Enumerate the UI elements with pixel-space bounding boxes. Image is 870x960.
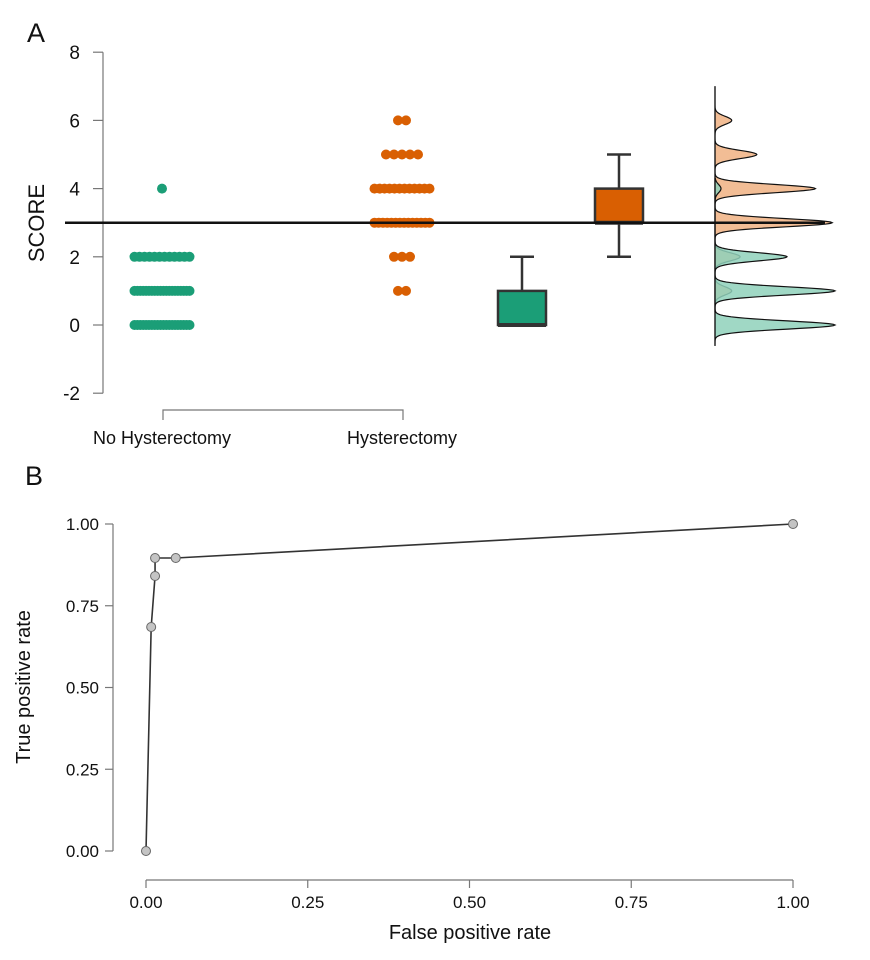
data-point <box>184 285 195 296</box>
panel-b: B 0.00 0.25 0.50 0.75 1.00 0.00 0.25 0.50 0.75 1.… <box>13 461 810 944</box>
panel-label-a: A <box>27 18 45 48</box>
data-point <box>389 149 399 160</box>
y-axis-label-b: True positive rate <box>13 610 35 764</box>
data-point <box>405 149 415 160</box>
y-tick-label: 0.25 <box>66 760 99 779</box>
data-point <box>401 115 411 126</box>
x-tick-label: 0.50 <box>453 893 486 912</box>
panel-label-b: B <box>25 461 43 491</box>
data-point <box>405 251 415 262</box>
y-tick-label: 0.50 <box>66 679 99 698</box>
data-point <box>401 285 411 296</box>
boxplots <box>496 153 645 327</box>
y-axis-label-a: SCORE <box>24 184 49 262</box>
roc-point <box>146 622 157 633</box>
y-tick-label: 0.75 <box>66 597 99 616</box>
density-curve <box>714 177 837 346</box>
data-point <box>413 149 423 160</box>
x-tick-label: 1.00 <box>776 893 809 912</box>
data-point <box>397 251 407 262</box>
roc-point <box>141 846 151 856</box>
roc-point <box>170 553 181 564</box>
y-tick-label: 0.00 <box>66 842 99 861</box>
x-axis-label-b: False positive rate <box>389 922 551 944</box>
data-point <box>424 183 435 194</box>
roc-axes: 0.00 0.25 0.50 0.75 1.00 0.00 0.25 0.50 0.75 1.00 <box>66 515 810 912</box>
panel-a: A SCORE -2 0 2 4 6 8 No Hysterectomy Hysterec… <box>24 18 837 448</box>
roc-point <box>150 553 161 564</box>
data-point <box>393 285 403 296</box>
x-tick-label: 0.25 <box>291 893 324 912</box>
y-tick-label: -2 <box>63 384 80 405</box>
x-tick-label: 0.00 <box>129 893 162 912</box>
roc-point <box>150 570 161 581</box>
data-point <box>389 251 399 262</box>
density-plot <box>714 86 837 346</box>
data-point <box>397 149 407 160</box>
data-point <box>157 183 167 194</box>
data-point <box>381 149 391 160</box>
category-label-no-hysterectomy: No Hysterectomy <box>93 428 231 448</box>
x-tick-label: 0.75 <box>615 893 648 912</box>
box <box>593 187 645 224</box>
roc-curve <box>141 519 798 856</box>
category-axis: No Hysterectomy Hysterectomy <box>93 409 457 448</box>
y-tick-label: 8 <box>69 43 80 64</box>
y-tick-label: 0 <box>69 316 80 337</box>
data-point <box>184 320 195 330</box>
y-axis-a: -2 0 2 4 6 8 <box>63 43 104 405</box>
y-tick-label: 1.00 <box>66 515 99 534</box>
y-tick-label: 6 <box>69 111 80 132</box>
category-label-hysterectomy: Hysterectomy <box>347 428 457 448</box>
roc-point <box>788 519 798 529</box>
roc-line <box>145 523 794 852</box>
y-tick-label: 4 <box>69 180 80 201</box>
data-point <box>393 115 403 126</box>
data-point <box>184 251 195 262</box>
y-tick-label: 2 <box>69 248 80 269</box>
box <box>496 289 548 327</box>
density-curve <box>714 86 834 312</box>
